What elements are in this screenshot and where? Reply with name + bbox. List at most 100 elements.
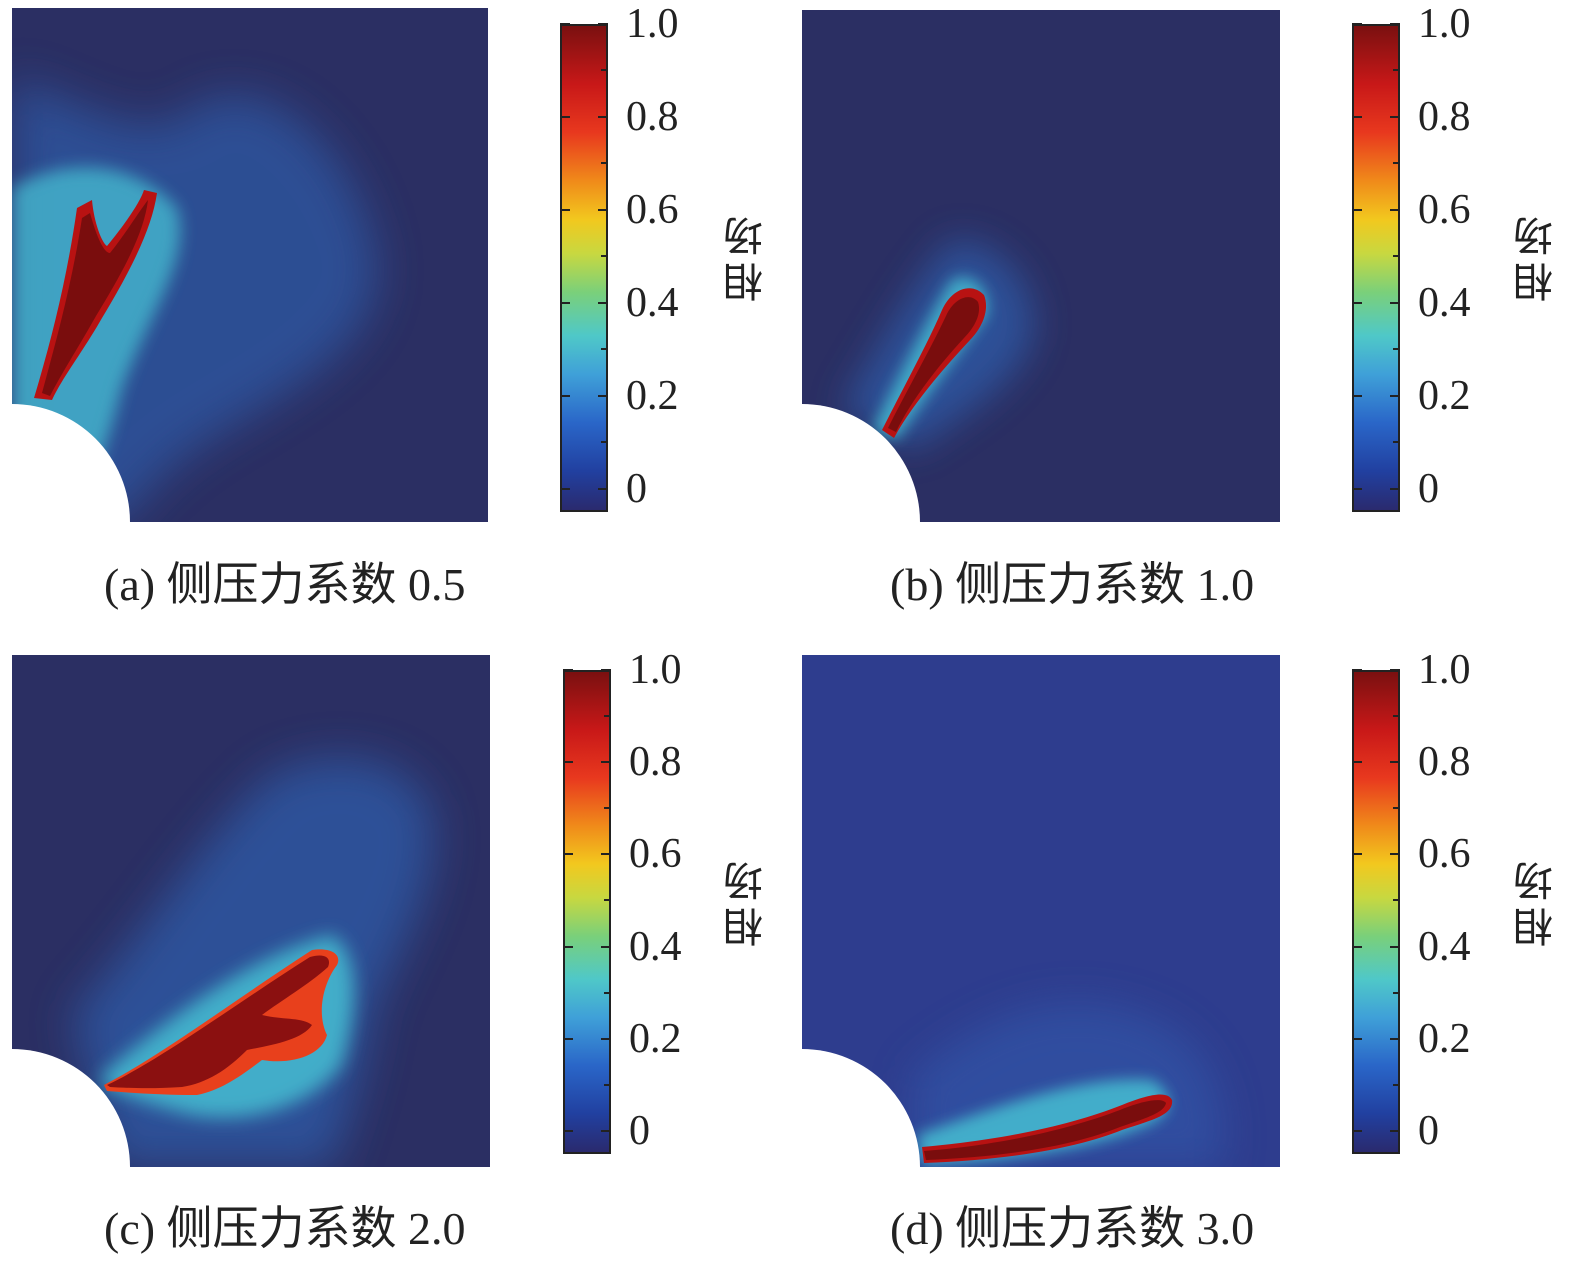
colorbar-tick-label: 0.4 xyxy=(1418,279,1471,326)
colorbar-minor-tick xyxy=(604,899,611,902)
colorbar-title-c: 相场 xyxy=(724,855,770,947)
colorbar-a xyxy=(560,24,608,512)
colorbar-tick-label: 0.4 xyxy=(1418,923,1471,970)
colorbar-minor-tick xyxy=(1393,162,1400,165)
colorbar-tick-mark xyxy=(1352,761,1362,764)
colorbar-tick-mark xyxy=(598,23,608,25)
colorbar-tick-mark xyxy=(1352,394,1362,397)
colorbar-tick-mark xyxy=(560,487,570,490)
colorbar-tick-mark xyxy=(1352,1129,1362,1132)
colorbar-tick-mark xyxy=(1352,208,1362,211)
colorbar-minor-tick xyxy=(601,255,608,258)
colorbar-tick-mark xyxy=(1352,945,1362,948)
colorbar-tick-label: 0 xyxy=(629,1107,650,1154)
colorbar-tick-label: 1.0 xyxy=(629,647,682,693)
colorbar-c xyxy=(563,670,611,1154)
colorbar-d xyxy=(1352,670,1400,1154)
colorbar-tick-label: 1.0 xyxy=(1418,647,1471,693)
colorbar-minor-tick xyxy=(1393,69,1400,72)
colorbar-tick-label: 0.2 xyxy=(629,1015,682,1062)
colorbar-tick-label: 0.8 xyxy=(1418,739,1471,786)
colorbar-tick-mark xyxy=(601,761,611,764)
phase-field-plot-b xyxy=(802,10,1280,522)
colorbar-minor-tick xyxy=(604,715,611,718)
phase-field-plot-c xyxy=(12,655,490,1167)
colorbar-minor-tick xyxy=(604,1083,611,1086)
caption-c: (c) 侧压力系数 2.0 xyxy=(104,1203,466,1254)
phase-field-plot-d xyxy=(802,655,1280,1167)
colorbar-tick-mark xyxy=(1390,1129,1400,1132)
colorbar-tick-mark xyxy=(1390,1037,1400,1040)
colorbar-minor-tick xyxy=(601,162,608,165)
colorbar-tick-mark xyxy=(560,115,570,118)
colorbar-tick-label: 0.4 xyxy=(626,279,679,326)
colorbar-minor-tick xyxy=(1393,255,1400,258)
colorbar-tick-label: 0.6 xyxy=(629,831,682,878)
colorbar-minor-tick xyxy=(1393,715,1400,718)
colorbar-tick-mark xyxy=(1390,115,1400,118)
colorbar-tick-mark xyxy=(563,1037,573,1040)
colorbar-minor-tick xyxy=(1393,899,1400,902)
colorbar-tick-mark xyxy=(601,945,611,948)
colorbar-tick-mark xyxy=(1352,23,1362,25)
colorbar-minor-tick xyxy=(601,69,608,72)
colorbar-tick-mark xyxy=(1352,301,1362,304)
colorbar-b xyxy=(1352,24,1400,512)
colorbar-minor-tick xyxy=(1393,348,1400,351)
colorbar-tick-label: 0.2 xyxy=(1418,372,1471,419)
colorbar-tick-mark xyxy=(560,208,570,211)
caption-a: (a) 侧压力系数 0.5 xyxy=(104,559,466,610)
colorbar-minor-tick xyxy=(601,441,608,444)
colorbar-tick-mark xyxy=(1390,208,1400,211)
phase-field-plot-a xyxy=(12,8,488,522)
colorbar-tick-mark xyxy=(1390,945,1400,948)
colorbar-minor-tick xyxy=(1393,807,1400,810)
colorbar-tick-mark xyxy=(601,1129,611,1132)
colorbar-tick-label: 0.2 xyxy=(626,372,679,419)
colorbar-tick-mark xyxy=(598,487,608,490)
colorbar-minor-tick xyxy=(1393,991,1400,994)
colorbar-tick-mark xyxy=(1352,669,1362,671)
colorbar-tick-mark xyxy=(560,301,570,304)
colorbar-tick-mark xyxy=(601,853,611,856)
colorbar-tick-label: 0 xyxy=(1418,1107,1439,1154)
colorbar-tick-mark xyxy=(1390,853,1400,856)
colorbar-tick-label: 0.6 xyxy=(1418,831,1471,878)
colorbar-tick-mark xyxy=(598,301,608,304)
colorbar-tick-mark xyxy=(1352,1037,1362,1040)
caption-d: (d) 侧压力系数 3.0 xyxy=(890,1203,1255,1254)
colorbar-tick-label: 0.2 xyxy=(1418,1015,1471,1062)
colorbar-tick-label: 0.8 xyxy=(1418,93,1471,140)
colorbar-tick-label: 0 xyxy=(1418,465,1439,512)
colorbar-tick-label: 0 xyxy=(626,465,647,512)
colorbar-tick-label: 0.6 xyxy=(626,186,679,233)
colorbar-tick-mark xyxy=(563,1129,573,1132)
caption-b: (b) 侧压力系数 1.0 xyxy=(890,559,1255,610)
colorbar-tick-mark xyxy=(1390,23,1400,25)
colorbar-tick-mark xyxy=(563,945,573,948)
colorbar-tick-mark xyxy=(1390,301,1400,304)
colorbar-tick-mark xyxy=(1390,669,1400,671)
colorbar-tick-mark xyxy=(560,23,570,25)
colorbar-tick-mark xyxy=(563,761,573,764)
colorbar-tick-mark xyxy=(1352,115,1362,118)
colorbar-tick-mark xyxy=(1352,487,1362,490)
colorbar-tick-mark xyxy=(1390,487,1400,490)
colorbar-minor-tick xyxy=(604,807,611,810)
colorbar-tick-mark xyxy=(560,394,570,397)
colorbar-title-a: 相场 xyxy=(724,210,770,302)
colorbar-minor-tick xyxy=(604,991,611,994)
colorbar-tick-mark xyxy=(563,669,573,671)
colorbar-tick-label: 1.0 xyxy=(1418,1,1471,47)
colorbar-tick-mark xyxy=(598,115,608,118)
colorbar-minor-tick xyxy=(1393,441,1400,444)
colorbar-tick-label: 0.6 xyxy=(1418,186,1471,233)
colorbar-tick-label: 0.8 xyxy=(629,739,682,786)
colorbar-title-d: 相场 xyxy=(1514,855,1560,947)
colorbar-tick-mark xyxy=(598,208,608,211)
colorbar-tick-mark xyxy=(1352,853,1362,856)
colorbar-tick-mark xyxy=(563,853,573,856)
colorbar-tick-label: 0.8 xyxy=(626,93,679,140)
colorbar-tick-mark xyxy=(601,669,611,671)
colorbar-tick-mark xyxy=(598,394,608,397)
